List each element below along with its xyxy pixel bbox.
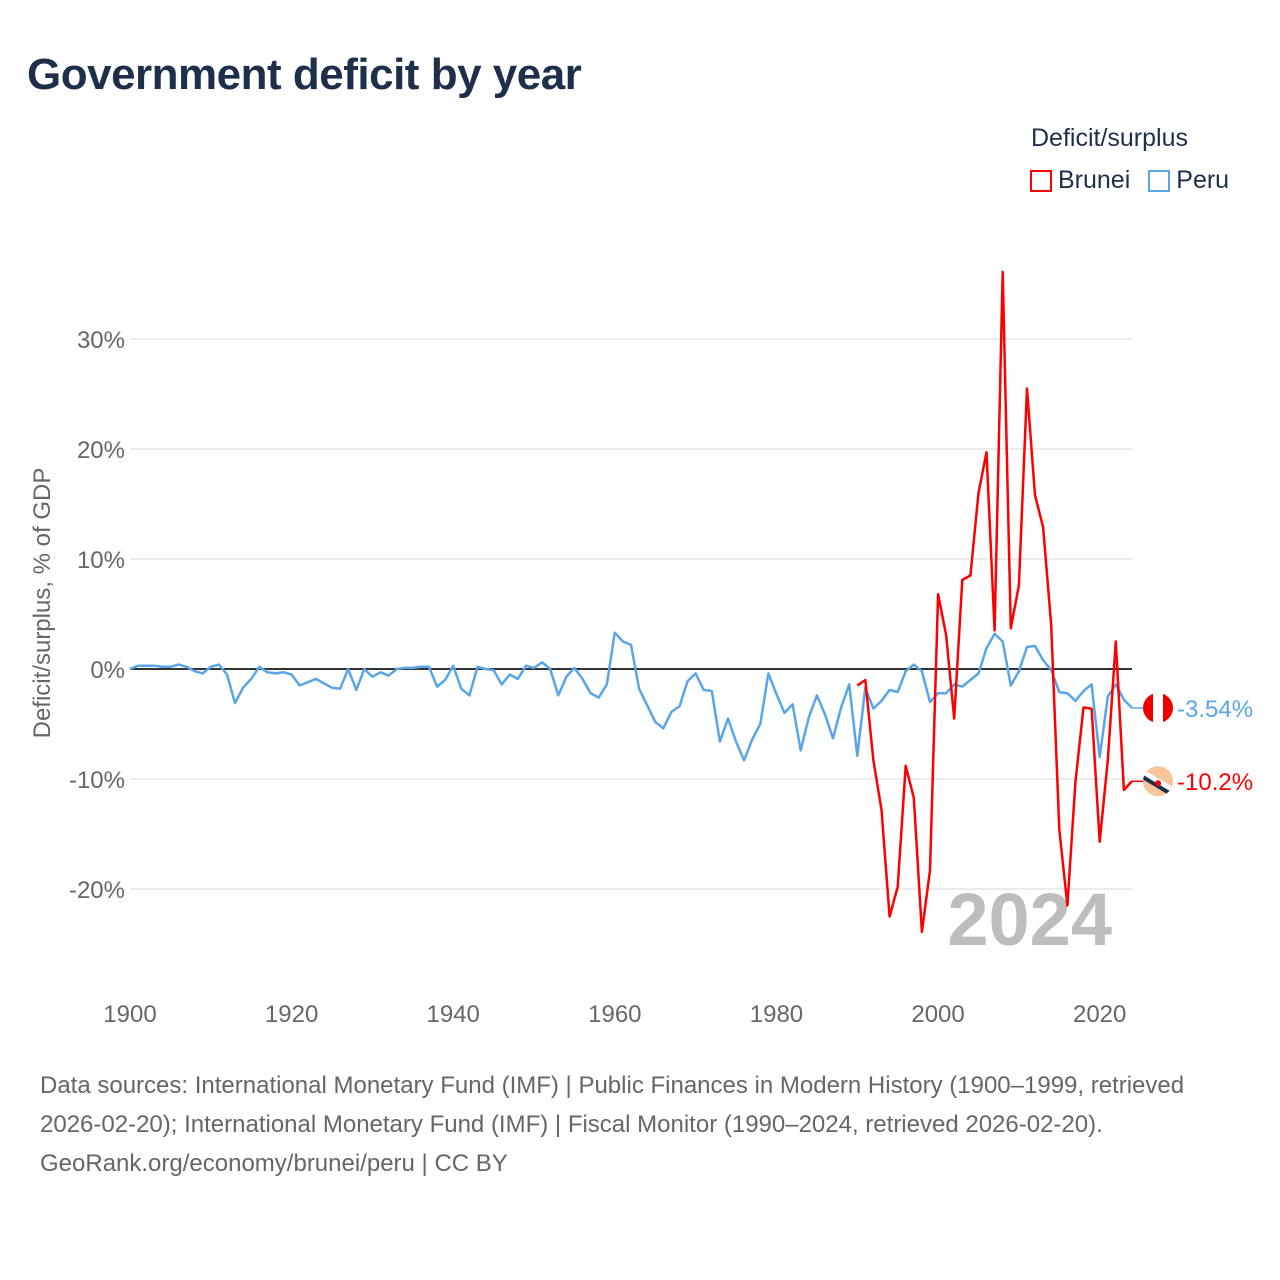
end-label-brunei: -10.2% [1177,769,1253,796]
y-tick-label: -10% [69,767,125,794]
y-tick-label: -20% [69,877,125,904]
x-tick-label: 2020 [1073,1001,1126,1028]
legend-title: Deficit/surplus [1031,124,1188,152]
data-sources: Data sources: International Monetary Fun… [40,1072,1185,1138]
y-tick-label: 0% [90,657,125,684]
footer: Data sources: International Monetary Fun… [40,1066,1240,1183]
series-line-peru [129,631,1133,762]
legend-label-peru: Peru [1176,166,1230,194]
legend-label-brunei: Brunei [1058,166,1131,194]
credit-link[interactable]: GeoRank.org/economy/brunei/peru | CC BY [40,1150,508,1177]
x-tick-label: 1980 [750,1001,803,1028]
year-watermark: 2024 [947,878,1112,961]
series-line-brunei [856,270,1133,934]
legend-swatch-brunei [1030,169,1052,192]
y-tick-label: 30% [77,327,125,354]
end-label-peru: -3.54% [1177,696,1253,723]
legend-item-peru[interactable]: Peru [1148,166,1229,195]
x-tick-label: 1960 [588,1001,641,1028]
x-tick-label: 1920 [265,1001,318,1028]
x-tick-label: 1900 [103,1001,156,1028]
legend: Brunei Peru [1030,166,1229,195]
chart-title: Government deficit by year [27,50,582,99]
peru-flag-icon [1143,692,1173,723]
x-tick-label: 2000 [911,1001,964,1028]
legend-swatch-peru [1148,169,1171,192]
y-axis-label: Deficit/surplus, % of GDP [29,468,56,739]
y-tick-label: 20% [77,437,125,464]
x-tick-label: 1940 [427,1001,480,1028]
brunei-flag-icon [1143,766,1173,797]
y-tick-label: 10% [77,547,125,574]
legend-item-brunei[interactable]: Brunei [1030,166,1130,195]
